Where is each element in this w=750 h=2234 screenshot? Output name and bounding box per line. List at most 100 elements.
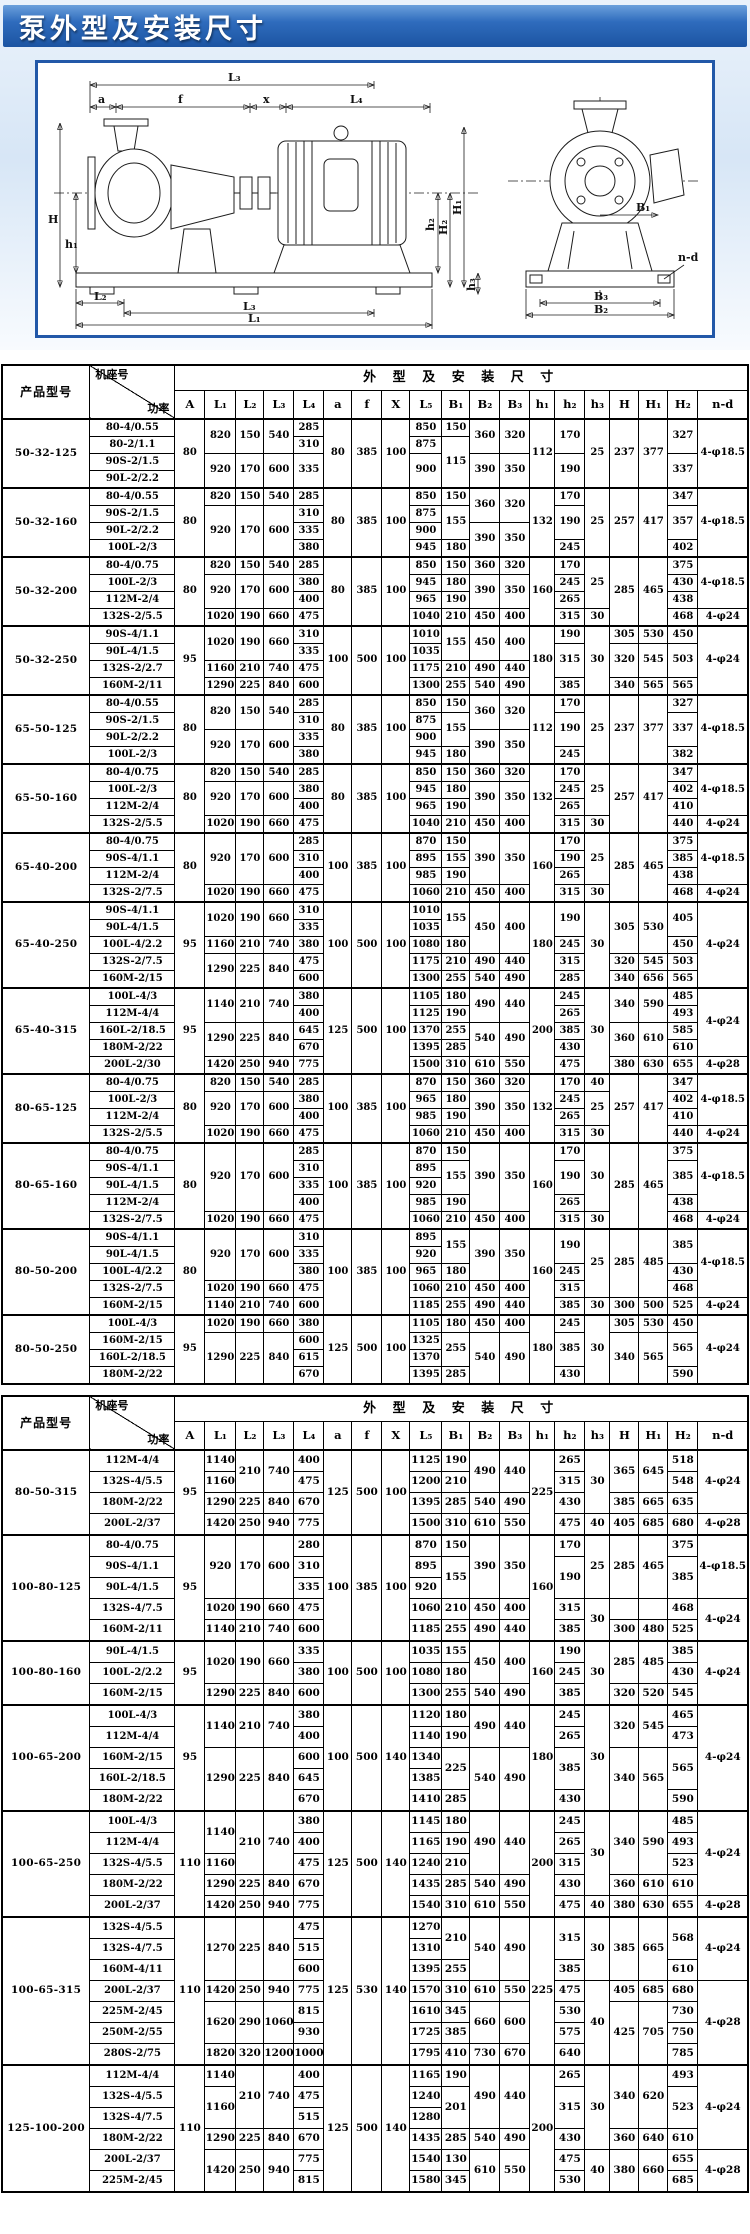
dim-cell: 490 (499, 1874, 531, 1896)
dim-cell: 500 (351, 1810, 383, 1918)
frame-power-cell: 132S-2/5.5 (89, 815, 176, 834)
dim-cell: 920 (204, 1091, 237, 1126)
dim-cell: 285 (441, 1366, 471, 1385)
dim-cell: 390 (469, 1534, 501, 1599)
dim-cell: 320 (235, 2043, 265, 2066)
dim-cell: 540 (469, 970, 501, 989)
dim-cell: 95 (174, 901, 206, 989)
dim-cell: 310 (293, 850, 325, 868)
dim-cell: 400 (499, 608, 531, 627)
dim-cell: 820 (204, 1073, 237, 1092)
dim-cell: 305 (609, 625, 640, 644)
dim-cell: 80 (174, 1228, 206, 1316)
column-header-H: H (609, 390, 640, 420)
dim-cell: 540 (263, 694, 295, 730)
dim-cell: 1035 (409, 919, 443, 937)
frame-power-cell: 132S-4/7.5 (89, 1598, 176, 1620)
dim-cell: 170 (235, 781, 265, 816)
dim-cell: 345 (441, 2170, 471, 2193)
dim-cell: 125 (323, 1449, 353, 1536)
dim-cell: 150 (441, 1534, 471, 1557)
dim-cell: 180 (529, 1704, 556, 1812)
dim-cell: 575 (554, 2022, 586, 2044)
dim-cell: 80 (174, 832, 206, 903)
frame-number-label: 机座号 (95, 1399, 129, 1412)
dim-cell: 95 (174, 1534, 206, 1642)
dim-cell: 155 (441, 505, 471, 540)
dim-cell: 465 (638, 1534, 669, 1599)
dim-cell: 190 (441, 1832, 471, 1854)
dim-cell: 150 (441, 694, 471, 713)
frame-power-cell: 160M-2/15 (89, 1683, 176, 1706)
dim-cell: 740 (263, 1297, 295, 1316)
dim-cell: 190 (235, 815, 265, 834)
frame-power-cell: 200L-2/37 (89, 1513, 176, 1536)
column-header-a: a (323, 1421, 353, 1451)
dim-cell: 285 (609, 1640, 640, 1684)
dim-cell: 1420 (204, 1980, 237, 2002)
dim-cell: 350 (499, 522, 531, 558)
column-header-h: h₂ (554, 390, 586, 420)
column-header-L: L₄ (293, 1421, 325, 1451)
dim-cell: 655 (667, 2149, 699, 2171)
dim-cell: 385 (554, 1619, 586, 1642)
dim-cell: 310 (293, 901, 325, 920)
dim-cell: 100 (381, 1449, 411, 1536)
dim-cell: 285 (441, 1492, 471, 1514)
dim-cell: 450 (469, 1211, 501, 1230)
dim-cell: 347 (667, 763, 699, 782)
dim-cell: 245 (554, 746, 586, 765)
dim-cell: 320 (499, 556, 531, 575)
dim-cell: 475 (293, 953, 325, 971)
dim-cell: 1020 (204, 815, 237, 834)
dim-cell: 315 (554, 1125, 586, 1144)
dim-cell: 150 (235, 694, 265, 730)
dim-cell: 1310 (409, 1938, 443, 1960)
dim-cell: 485 (667, 987, 699, 1006)
dim-cell: 1410 (409, 1789, 443, 1812)
dim-cell: 585 (667, 1022, 699, 1040)
dim-cell: 540 (469, 1332, 501, 1385)
column-header-h: h₃ (584, 390, 611, 420)
dim-cell: 385 (351, 487, 383, 558)
frame-power-cell: 132S-2/2.7 (89, 660, 176, 678)
frame-power-cell: 80-4/0.75 (89, 763, 176, 782)
dim-cell: 1435 (409, 1874, 443, 1896)
dim-cell: 132 (529, 487, 556, 558)
dim-cell: 438 (667, 591, 699, 609)
dim-cell: 150 (441, 556, 471, 575)
dim-cell: 1020 (204, 1280, 237, 1298)
dim-cell: 490 (469, 2064, 501, 2129)
dim-cell: 870 (409, 832, 443, 851)
dim-cell: 500 (351, 1640, 383, 1706)
frame-power-cell: 160L-2/18.5 (89, 1349, 176, 1367)
dim-cell: 160 (529, 1640, 556, 1706)
dim-cell: 245 (554, 1263, 586, 1281)
dim-cell: 350 (499, 1228, 531, 1281)
dim-h1: h₁ (65, 238, 78, 251)
dim-cell: 285 (609, 1228, 640, 1298)
frame-power-cell: 225M-2/45 (89, 2170, 176, 2193)
dim-cell: 548 (667, 1471, 699, 1493)
column-header-A: A (174, 390, 206, 420)
dim-cell: 245 (554, 1810, 586, 1833)
dim-cell: 315 (554, 608, 586, 627)
spec-table-1: 产品型号 机座号 功率外 型 及 安 装 尺 寸 A L₁ L₂ L₃ L₄ a f X L₅ B₁ B₂… (0, 364, 750, 1385)
dim-cell: 410 (667, 798, 699, 816)
column-header-h: h₁ (529, 390, 556, 420)
dim-cell: 945 (409, 574, 443, 592)
dim-cell: 160 (529, 1142, 556, 1230)
product-model-cell: 65-50-125 (1, 694, 91, 765)
dim-cell: 170 (554, 1534, 586, 1557)
dim-cell: 320 (499, 487, 531, 523)
dim-cell: 170 (554, 418, 586, 454)
dim-cell: 180 (441, 1263, 471, 1281)
power-label: 功率 (147, 402, 170, 416)
dim-cell: 155 (441, 1556, 471, 1599)
suction-flange (87, 156, 96, 230)
dim-cell: 500 (351, 2064, 383, 2193)
dim-cell: 1420 (204, 1895, 237, 1918)
dim-cell: 840 (263, 1683, 295, 1706)
dim-cell: 385 (351, 556, 383, 627)
dim-cell: 1000 (293, 2043, 325, 2066)
